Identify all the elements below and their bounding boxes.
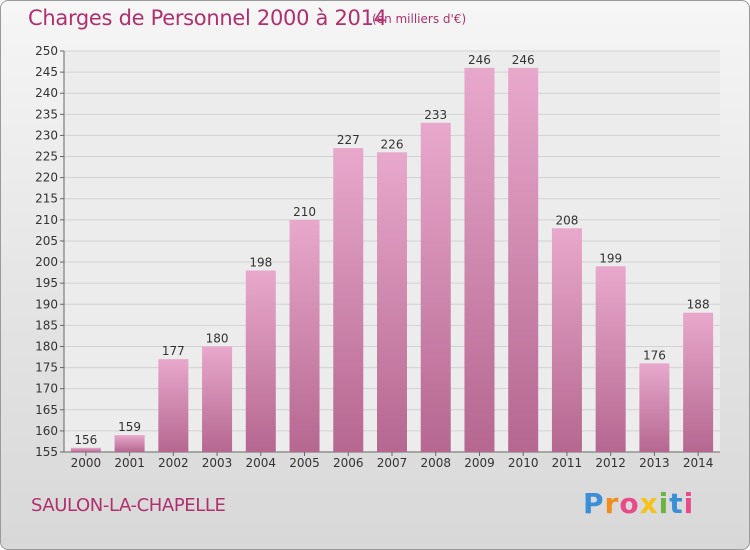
x-tick-label: 2011 [552,456,583,470]
bar [420,122,451,452]
x-tick-label: 2006 [333,456,364,470]
bar [683,312,714,452]
bar [114,435,145,452]
data-label: 180 [206,331,229,345]
y-tick-label: 245 [35,65,58,79]
bar [333,148,364,452]
chart-unit-note: (en milliers d'€) [372,12,467,26]
y-tick-label: 220 [35,171,58,185]
y-tick-label: 230 [35,128,58,142]
y-tick-label: 180 [35,339,58,353]
data-label: 226 [381,137,404,151]
x-tick-label: 2001 [114,456,145,470]
y-tick-label: 225 [35,150,58,164]
data-label: 246 [468,53,491,67]
x-tick-label: 2005 [289,456,320,470]
x-tick-label: 2000 [71,456,102,470]
data-label: 156 [74,433,97,447]
bar [595,266,626,452]
y-tick-label: 250 [35,44,58,58]
bar [245,270,276,452]
x-tick-label: 2003 [202,456,233,470]
proxiti-logo[interactable]: Proxiti [583,487,695,520]
bar [377,152,407,452]
y-tick-label: 200 [35,255,58,269]
data-label: 246 [512,53,535,67]
x-tick-label: 2007 [377,456,408,470]
data-label: 199 [599,251,622,265]
x-tick-label: 2002 [158,456,189,470]
y-tick-label: 160 [35,424,58,438]
y-tick-label: 165 [35,403,58,417]
commune-name: SAULON-LA-CHAPELLE [31,495,226,516]
y-tick-label: 205 [35,234,58,248]
y-tick-label: 185 [35,318,58,332]
x-tick-label: 2013 [639,456,670,470]
y-tick-label: 170 [35,382,58,396]
data-label: 159 [118,420,141,434]
x-tick-label: 2008 [420,456,451,470]
chart-title: Charges de Personnel 2000 à 2014 [28,6,387,30]
x-tick-label: 2014 [683,456,714,470]
data-label: 177 [162,344,185,358]
y-tick-label: 190 [35,297,58,311]
y-tick-label: 155 [35,445,58,459]
data-label: 208 [555,213,578,227]
y-tick-label: 235 [35,107,58,121]
y-tick-label: 240 [35,86,58,100]
bar [158,359,189,452]
bar [508,67,539,452]
y-tick-label: 175 [35,361,58,375]
data-label: 210 [293,205,316,219]
x-tick-label: 2009 [464,456,495,470]
y-tick-label: 215 [35,192,58,206]
x-tick-label: 2010 [508,456,539,470]
y-tick-label: 195 [35,276,58,290]
data-label: 176 [643,348,666,362]
data-label: 188 [687,298,710,312]
bar [551,228,582,452]
data-label: 198 [249,255,272,269]
y-tick-label: 210 [35,213,58,227]
x-tick-label: 2004 [246,456,277,470]
data-label: 233 [424,108,447,122]
data-label: 227 [337,133,360,147]
bar [70,447,101,452]
x-tick-label: 2012 [595,456,626,470]
bar [289,219,320,452]
bar [464,67,495,452]
bar [639,363,670,452]
bar [202,346,233,452]
